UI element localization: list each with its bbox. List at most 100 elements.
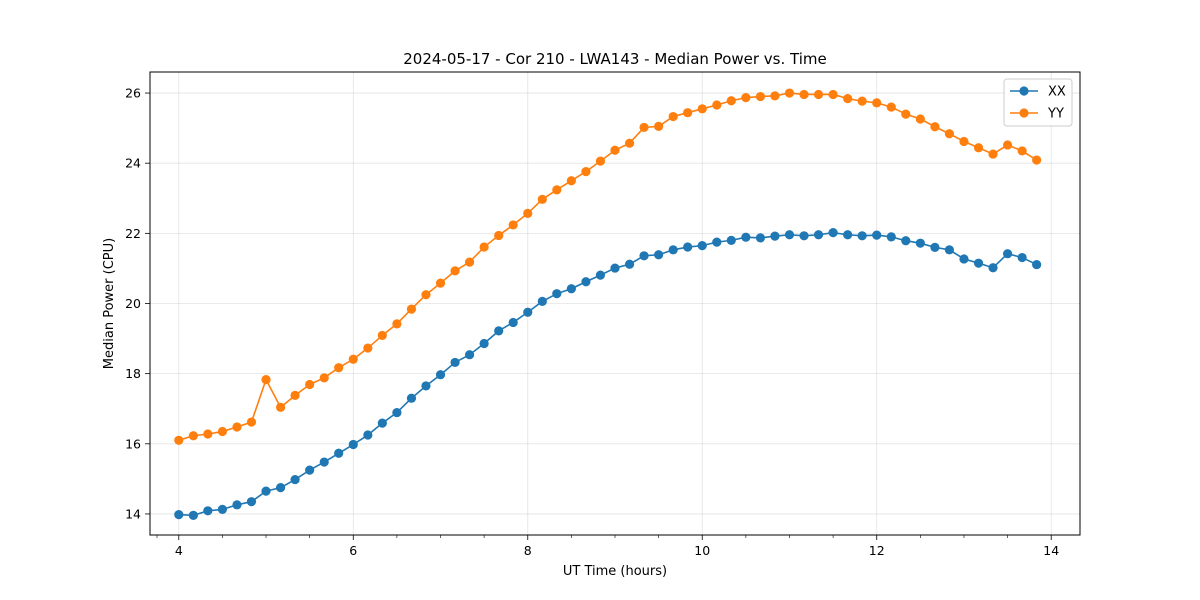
data-point-xx [930, 242, 940, 252]
data-point-xx [494, 326, 504, 336]
data-point-xx [610, 263, 620, 273]
data-point-yy [246, 417, 257, 427]
data-point-xx [988, 263, 998, 273]
data-point-xx [944, 245, 954, 255]
data-point-xx [741, 232, 751, 242]
data-point-xx [654, 250, 664, 260]
data-point-xx [668, 245, 678, 255]
data-point-yy [377, 330, 387, 341]
data-point-xx [1017, 252, 1027, 263]
data-point-yy [813, 89, 824, 100]
data-point-yy [1032, 155, 1042, 165]
data-point-xx [784, 230, 795, 240]
data-point-xx [813, 230, 824, 240]
legend-marker-yy [1019, 108, 1029, 118]
x-tick-label: 14 [1043, 543, 1059, 558]
x-tick-label: 4 [175, 543, 183, 558]
data-point-yy [305, 379, 315, 390]
data-point-yy [348, 354, 358, 364]
data-point-yy [741, 93, 751, 103]
data-point-yy [857, 96, 867, 106]
data-point-yy [639, 122, 649, 133]
data-point-yy [566, 176, 576, 186]
data-point-xx [319, 457, 329, 467]
data-point-yy [755, 91, 766, 102]
data-point-xx [828, 228, 838, 238]
legend: XX YY [1003, 78, 1073, 127]
data-point-yy [537, 194, 547, 204]
grid [150, 72, 1080, 535]
data-point-yy [843, 94, 853, 104]
legend-label-xx: XX [1048, 85, 1066, 100]
data-point-xx [348, 439, 358, 450]
data-point-xx [697, 241, 707, 251]
data-point-xx [581, 277, 591, 287]
data-point-yy [959, 136, 969, 147]
data-point-xx [203, 506, 213, 516]
data-point-xx [392, 407, 402, 418]
data-point-yy [508, 220, 518, 230]
data-point-xx [464, 350, 475, 360]
data-point-xx [915, 238, 925, 248]
series-xx [174, 228, 1042, 520]
data-point-xx [290, 474, 300, 485]
data-point-xx [246, 497, 257, 507]
data-point-yy [697, 104, 707, 114]
data-point-xx [435, 370, 446, 380]
y-tick-label: 20 [125, 296, 141, 311]
data-point-xx [188, 510, 198, 520]
data-point-yy [973, 143, 984, 153]
y-tick-label: 18 [125, 366, 141, 381]
data-point-xx [421, 381, 431, 391]
data-point-xx [959, 254, 969, 264]
data-point-xx [232, 500, 242, 510]
data-point-yy [290, 390, 300, 400]
data-point-yy [770, 91, 780, 101]
data-point-yy [421, 290, 431, 300]
data-point-yy [595, 156, 606, 166]
data-point-yy [174, 435, 184, 445]
data-point-yy [988, 149, 998, 159]
data-point-xx [217, 504, 228, 514]
data-point-xx [857, 231, 867, 241]
x-tick-label: 8 [524, 543, 532, 558]
y-tick-label: 24 [125, 156, 141, 171]
data-point-xx [566, 284, 576, 294]
data-point-yy [217, 426, 228, 437]
data-point-xx [305, 465, 315, 475]
data-point-yy [363, 343, 373, 353]
data-point-yy [523, 208, 533, 218]
data-point-xx [595, 270, 606, 280]
data-point-yy [1017, 146, 1027, 156]
data-point-xx [624, 259, 635, 269]
data-point-xx [450, 357, 460, 368]
data-point-xx [406, 393, 417, 403]
data-point-yy [944, 129, 954, 139]
legend-label-yy: YY [1047, 107, 1064, 122]
y-axis-label: Median Power (CPU) [102, 238, 117, 369]
data-point-yy [479, 242, 489, 252]
data-point-yy [1002, 140, 1013, 150]
data-point-xx [261, 486, 271, 496]
x-tick-label: 12 [869, 543, 885, 558]
data-point-yy [872, 98, 882, 108]
data-point-yy [726, 96, 736, 106]
data-point-yy [930, 122, 940, 132]
data-point-yy [334, 363, 344, 373]
y-tick-label: 14 [125, 506, 141, 521]
data-point-yy [654, 121, 664, 131]
series-layer [174, 88, 1042, 520]
data-point-yy [435, 278, 446, 288]
data-point-yy [188, 431, 198, 441]
data-point-xx [770, 231, 780, 241]
data-point-yy [406, 304, 417, 314]
series-yy [174, 88, 1042, 445]
data-point-xx [1002, 249, 1013, 259]
data-point-yy [828, 89, 838, 100]
data-point-xx [1032, 259, 1042, 270]
x-tick-label: 10 [694, 543, 710, 558]
data-point-yy [392, 319, 402, 329]
data-point-yy [915, 114, 925, 124]
x-tick-label: 6 [349, 543, 357, 558]
